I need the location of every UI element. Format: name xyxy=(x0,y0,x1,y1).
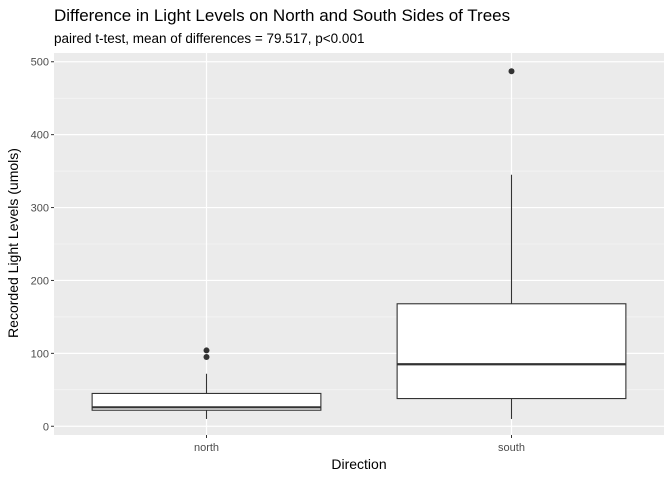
x-axis: north south xyxy=(194,435,525,454)
y-tick-label: 200 xyxy=(31,275,49,287)
box-north xyxy=(91,347,322,419)
y-tick-label: 0 xyxy=(43,421,49,433)
x-axis-title: Direction xyxy=(331,456,386,472)
chart-title: Difference in Light Levels on North and … xyxy=(54,6,510,25)
outlier-point xyxy=(508,68,515,75)
y-tick-label: 300 xyxy=(31,203,49,215)
y-axis-title: Recorded Light Levels (umols) xyxy=(5,148,21,338)
outlier-point xyxy=(203,353,210,360)
box-layer xyxy=(91,68,627,419)
box-south xyxy=(396,68,627,419)
x-tick-label: south xyxy=(498,442,525,454)
y-tick-label: 400 xyxy=(31,130,49,142)
chart-subtitle: paired t-test, mean of differences = 79.… xyxy=(54,31,364,46)
y-axis: 0 100 200 300 400 500 xyxy=(31,57,54,433)
x-tick-label: north xyxy=(194,442,219,454)
iqr-box xyxy=(396,303,627,400)
outlier-point xyxy=(203,347,210,354)
y-tick-label: 100 xyxy=(31,348,49,360)
iqr-box xyxy=(91,392,322,411)
y-tick-label: 500 xyxy=(31,57,49,69)
